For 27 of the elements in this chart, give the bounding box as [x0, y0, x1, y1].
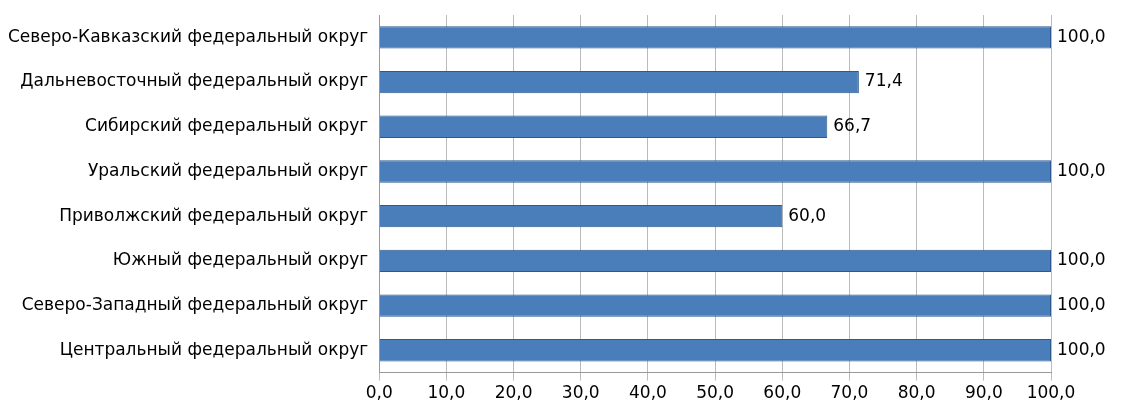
x-tick-label: 20,0	[494, 382, 533, 403]
data-label: 100,0	[1057, 25, 1106, 46]
x-tick-label: 70,0	[830, 382, 869, 403]
data-label: 71,4	[864, 70, 903, 91]
y-tick-label: Центральный федеральный округ	[59, 338, 369, 359]
x-tick-label: 80,0	[897, 382, 936, 403]
y-tick-label: Северо-Кавказский федеральный округ	[7, 25, 369, 46]
y-tick-label: Приволжский федеральный округ	[59, 204, 369, 225]
data-label: 60,0	[788, 204, 827, 225]
x-tick-label: 100,0	[1026, 382, 1076, 403]
data-label: 100,0	[1057, 159, 1106, 180]
x-tick-label: 0,0	[365, 382, 393, 403]
y-tick-label: Южный федеральный округ	[112, 249, 369, 270]
x-tick-label: 10,0	[427, 382, 466, 403]
y-tick-label: Уральский федеральный округ	[87, 159, 369, 180]
y-tick-label: Дальневосточный федеральный округ	[20, 70, 369, 91]
data-label: 66,7	[833, 115, 872, 136]
data-label: 100,0	[1057, 293, 1106, 314]
x-tick-label: 90,0	[964, 382, 1003, 403]
x-tick-label: 30,0	[561, 382, 600, 403]
y-tick-label: Сибирский федеральный округ	[85, 115, 369, 136]
y-tick-label: Северо-Западный федеральный округ	[21, 293, 369, 314]
x-tick-label: 60,0	[763, 382, 802, 403]
data-label: 100,0	[1057, 249, 1106, 270]
x-tick-label: 50,0	[696, 382, 735, 403]
x-tick-label: 40,0	[629, 382, 667, 403]
data-label: 100,0	[1057, 338, 1106, 359]
